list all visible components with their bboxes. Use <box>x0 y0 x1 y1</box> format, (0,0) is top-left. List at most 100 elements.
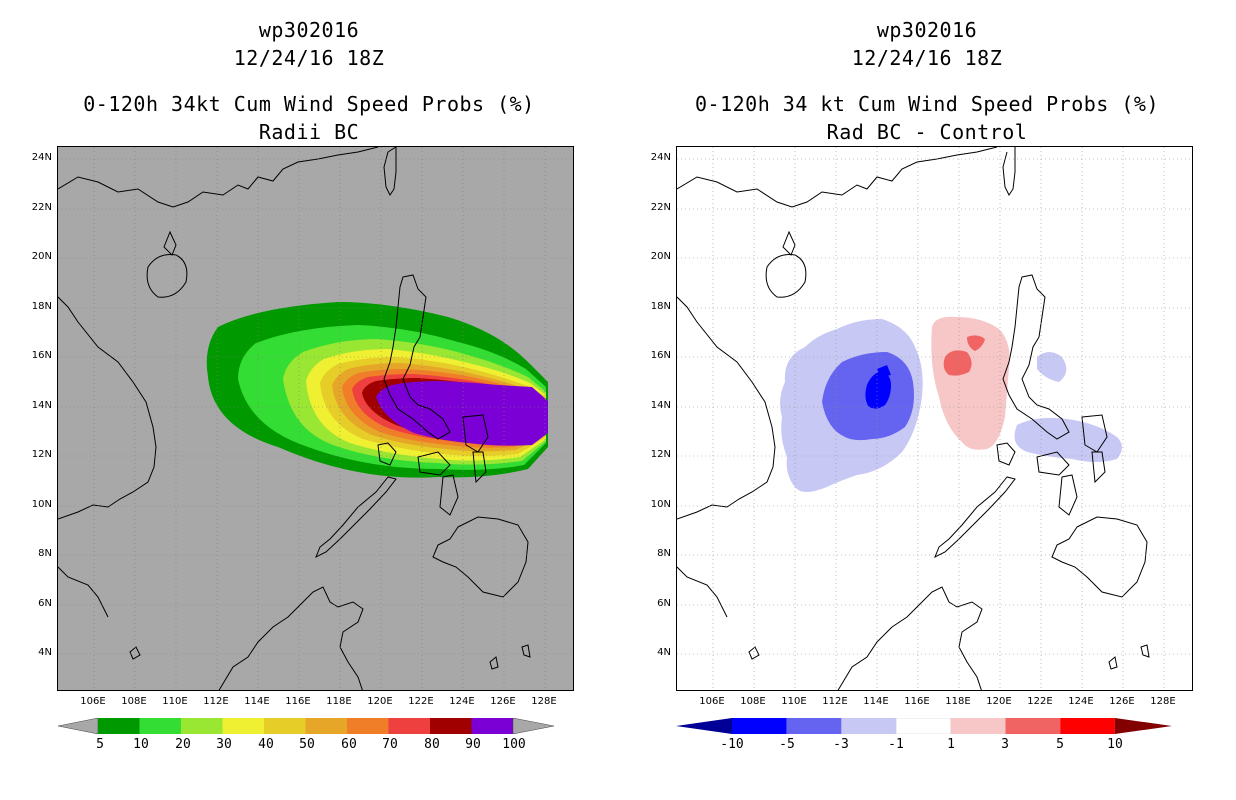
coast-luzon <box>1002 274 1070 440</box>
coast-small-islands <box>129 644 531 670</box>
colorbar-label: 1 <box>947 737 955 752</box>
coast-samar <box>462 414 489 453</box>
lon-label: 116E <box>904 696 930 707</box>
colorbar-over-triangle <box>512 718 554 734</box>
forecast-time: 12/24/16 18Z <box>851 46 1003 70</box>
lon-label: 110E <box>781 696 807 707</box>
coast-taiwan <box>383 147 397 196</box>
lon-label: 120E <box>367 696 393 707</box>
forecast-time: 12/24/16 18Z <box>233 46 385 70</box>
coast-luzon <box>383 274 451 440</box>
difference-map <box>676 146 1193 691</box>
coast-leyte <box>1091 451 1106 484</box>
lon-label: 124E <box>449 696 475 707</box>
coast-leyte <box>472 451 487 484</box>
right-panel: wp302016 12/24/16 18Z 0-120h 34 kt Cum W… <box>618 0 1236 800</box>
colorbar-label: 40 <box>258 737 274 752</box>
lon-label: 120E <box>986 696 1012 707</box>
colorbar-label: 3 <box>1001 737 1009 752</box>
lat-label: 16N <box>31 350 52 361</box>
lon-label: 122E <box>408 696 434 707</box>
colorbar-under-triangle <box>676 718 732 734</box>
colorbar-swatch <box>950 718 1006 734</box>
coast-taiwan <box>1002 147 1016 196</box>
coast-palawan <box>934 476 1016 559</box>
colorbar-swatch <box>98 718 140 734</box>
product-subtitle: Radii BC <box>258 120 360 144</box>
pos-region-center-light <box>931 316 1010 450</box>
coast-negros <box>1058 474 1078 516</box>
lon-label: 116E <box>285 696 311 707</box>
colorbar-swatch <box>786 718 842 734</box>
lat-label: 18N <box>650 301 671 312</box>
lat-label: 20N <box>650 251 671 262</box>
probability-contours <box>206 302 548 478</box>
colorbar-label: 70 <box>382 737 398 752</box>
colorbar <box>676 718 1172 734</box>
coast-mindanao <box>1051 516 1148 598</box>
coast-samar <box>1081 414 1108 453</box>
difference-map-svg <box>677 147 1192 690</box>
lat-label: 4N <box>657 647 671 658</box>
lon-label: 124E <box>1068 696 1094 707</box>
lat-label: 12N <box>31 449 52 460</box>
colorbar-swatch <box>139 718 181 734</box>
neg-region-west-core <box>865 365 891 409</box>
coast-panay <box>417 451 451 476</box>
graticule <box>677 147 1192 690</box>
colorbar-swatch <box>305 718 347 734</box>
colorbar-label: 80 <box>424 737 440 752</box>
lon-label: 114E <box>863 696 889 707</box>
lon-label: 112E <box>203 696 229 707</box>
colorbar-under-triangle <box>58 718 99 734</box>
coast-borneo <box>837 586 983 690</box>
coastlines <box>677 147 1150 690</box>
colorbar-swatch <box>222 718 264 734</box>
lat-label: 6N <box>657 598 671 609</box>
lon-label: 108E <box>740 696 766 707</box>
product-title: 0-120h 34kt Cum Wind Speed Probs (%) <box>83 92 535 116</box>
lat-label: 16N <box>650 350 671 361</box>
lon-label: 106E <box>80 696 106 707</box>
lat-label: 6N <box>38 598 52 609</box>
coast-china <box>677 147 998 208</box>
lat-label: 14N <box>650 400 671 411</box>
coast-small-islands <box>748 644 1150 670</box>
colorbar-label: -10 <box>720 737 744 752</box>
coast-mindanao <box>432 516 529 598</box>
coast-hainan <box>146 254 188 298</box>
lon-label: 110E <box>162 696 188 707</box>
colorbar-swatch <box>181 718 223 734</box>
lat-label: 18N <box>31 301 52 312</box>
coast-vietnam <box>58 296 157 520</box>
colorbar-swatch <box>264 718 306 734</box>
colorbar-swatch <box>1005 718 1061 734</box>
colorbar-swatch <box>430 718 472 734</box>
colorbar-label: 10 <box>133 737 149 752</box>
probability-map <box>57 146 574 691</box>
lat-label: 4N <box>38 647 52 658</box>
coast-leizhou <box>163 230 177 256</box>
colorbar-label: -3 <box>833 737 849 752</box>
coast-gulf-thailand <box>677 566 728 618</box>
lat-label: 22N <box>650 202 671 213</box>
colorbar-swatch <box>895 718 952 734</box>
coast-negros <box>439 474 459 516</box>
difference-contours <box>780 316 1122 492</box>
lat-label: 14N <box>31 400 52 411</box>
left-panel: wp302016 12/24/16 18Z 0-120h 34kt Cum Wi… <box>31 18 574 752</box>
graticule <box>58 147 573 690</box>
colorbar-svg <box>58 718 554 734</box>
lon-label: 126E <box>1109 696 1135 707</box>
storm-id: wp302016 <box>876 18 978 42</box>
lon-label: 106E <box>699 696 725 707</box>
colorbar-label: -1 <box>888 737 904 752</box>
colorbar-swatch <box>388 718 430 734</box>
colorbar-swatch <box>1060 718 1115 734</box>
colorbar-swatch <box>732 718 787 734</box>
coast-hainan <box>765 254 807 298</box>
colorbar <box>58 718 554 734</box>
lon-label: 126E <box>490 696 516 707</box>
coast-mindoro <box>377 442 397 466</box>
storm-id: wp302016 <box>258 18 360 42</box>
